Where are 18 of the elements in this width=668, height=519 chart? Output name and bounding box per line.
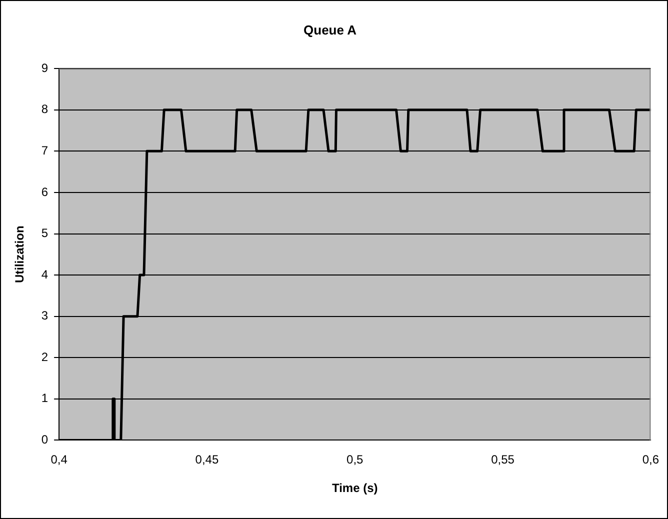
- x-axis-title: Time (s): [332, 481, 378, 496]
- y-tick-label: 4: [41, 267, 48, 282]
- y-tick-label: 7: [41, 143, 48, 158]
- x-tick-label: 0,55: [491, 452, 515, 467]
- y-tick-label: 3: [41, 308, 48, 323]
- x-tick-label: 0,6: [642, 452, 660, 467]
- x-tick-label: 0,45: [195, 452, 219, 467]
- y-tick-label: 5: [41, 226, 48, 240]
- x-tick-label: 0,5: [346, 452, 364, 467]
- y-tick-label: 2: [41, 350, 48, 364]
- chart-title: Queue A: [304, 22, 358, 38]
- y-tick-label: 6: [41, 184, 48, 199]
- y-tick-label: 9: [41, 60, 48, 75]
- y-tick-label: 8: [41, 102, 48, 116]
- y-tick-label: 1: [41, 391, 48, 406]
- y-tick-label: 0: [41, 432, 48, 447]
- y-axis-title: Utilization: [12, 226, 27, 284]
- x-tick-label: 0,4: [50, 452, 68, 467]
